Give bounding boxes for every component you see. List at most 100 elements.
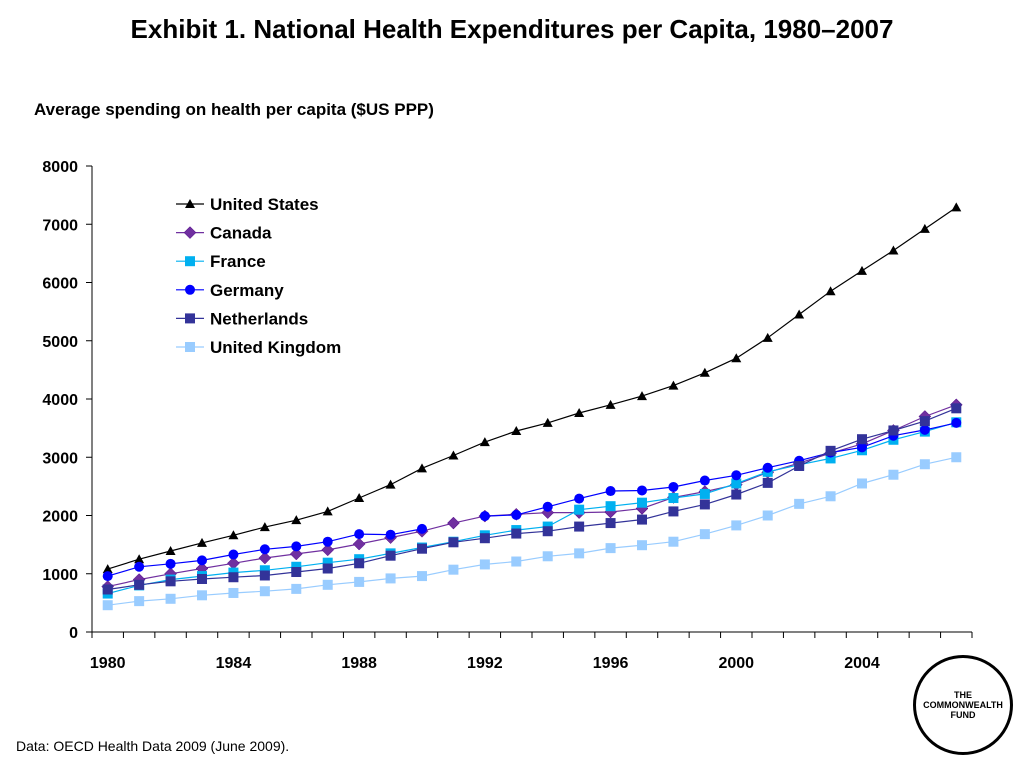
legend: United States Canada France Germany Netherla… [176, 195, 341, 357]
data-point-united-states [511, 426, 522, 436]
legend-marker [185, 256, 195, 267]
legend-item-germany: Germany [176, 281, 284, 300]
series-united-kingdom [102, 452, 962, 611]
y-axis-title: Average spending on health per capita ($… [34, 100, 434, 119]
legend-label: Netherlands [210, 309, 308, 328]
legend-marker [185, 313, 195, 324]
data-point-united-kingdom [731, 520, 742, 531]
data-point-france [322, 557, 333, 568]
y-tick-label: 5000 [42, 334, 78, 351]
data-point-netherlands [134, 579, 145, 590]
data-point-germany [322, 536, 333, 547]
data-point-united-kingdom [888, 469, 899, 480]
data-point-united-kingdom [228, 587, 239, 598]
data-point-netherlands [322, 563, 333, 574]
legend-item-netherlands: Netherlands [176, 309, 308, 328]
data-point-united-kingdom [385, 573, 396, 584]
data-point-france [637, 497, 647, 508]
series-france [102, 417, 962, 599]
data-point-united-kingdom [448, 564, 459, 575]
data-point-germany [354, 529, 365, 540]
data-point-france [699, 488, 710, 499]
data-point-netherlands [794, 460, 805, 471]
x-tick-label: 1992 [467, 655, 503, 672]
data-point-united-kingdom [511, 556, 522, 567]
data-point-united-kingdom [699, 529, 710, 540]
data-point-canada [447, 516, 460, 530]
data-point-united-kingdom [762, 510, 773, 521]
series-line-france [107, 421, 957, 595]
data-point-germany [417, 523, 427, 534]
data-point-united-kingdom [259, 586, 270, 597]
data-point-netherlands [291, 567, 302, 578]
data-point-united-states [857, 265, 867, 275]
data-point-germany [919, 424, 930, 435]
data-point-united-states [731, 353, 742, 363]
logo-line-2: COMMONWEALTH [923, 700, 1003, 710]
data-point-germany [165, 558, 176, 569]
data-point-netherlands [542, 526, 553, 537]
data-point-france [291, 561, 302, 572]
logo-line-1: THE [953, 690, 972, 700]
data-point-united-states [605, 399, 616, 409]
data-point-netherlands [448, 537, 459, 548]
data-point-united-states [134, 554, 145, 564]
data-point-netherlands [857, 434, 867, 445]
source-note: Data: OECD Health Data 2009 (June 2009). [16, 738, 290, 754]
data-point-united-states [354, 493, 365, 503]
data-point-united-states [291, 515, 302, 525]
data-point-netherlands [762, 477, 773, 488]
data-point-united-states [762, 332, 773, 342]
data-point-germany [668, 481, 679, 492]
data-point-united-kingdom [542, 551, 553, 562]
legend-item-united-kingdom: United Kingdom [176, 338, 341, 357]
data-point-united-states [102, 564, 113, 574]
data-point-france [731, 478, 742, 489]
data-point-united-kingdom [197, 590, 207, 601]
data-point-united-kingdom [919, 459, 930, 470]
data-point-canada [258, 551, 272, 565]
legend-label: Germany [210, 281, 284, 300]
x-tick-label: 1980 [90, 655, 126, 672]
data-point-netherlands [354, 558, 365, 569]
data-point-france [259, 565, 270, 576]
data-point-united-kingdom [574, 548, 585, 559]
data-point-germany [857, 442, 867, 453]
data-point-united-kingdom [291, 583, 302, 594]
data-point-united-states [542, 417, 553, 427]
data-point-united-kingdom [322, 579, 333, 590]
data-point-germany [542, 501, 553, 512]
data-point-united-kingdom [794, 498, 805, 509]
data-point-united-states [448, 450, 459, 460]
y-tick-label: 2000 [42, 509, 78, 526]
data-point-united-states [417, 463, 427, 473]
legend-item-united-states: United States [176, 195, 319, 214]
data-point-netherlands [919, 416, 930, 427]
legend-marker [183, 226, 197, 239]
data-point-netherlands [637, 514, 647, 525]
data-point-france [825, 453, 836, 464]
y-tick-label: 3000 [42, 450, 78, 467]
data-point-netherlands [511, 528, 522, 539]
data-point-netherlands [228, 572, 239, 583]
data-point-united-states [699, 367, 710, 377]
data-point-germany [102, 571, 113, 582]
y-tick-label: 8000 [42, 159, 78, 176]
series-line-united-states [107, 206, 957, 570]
legend-marker [185, 199, 195, 208]
data-point-netherlands [668, 506, 679, 517]
data-point-germany [259, 544, 270, 555]
legend-marker [185, 342, 195, 352]
data-point-canada [289, 547, 303, 561]
data-point-united-states [574, 407, 585, 417]
axes: 0 1000 2000 3000 4000 5000 6000 7000 8000 1980 198… [42, 159, 973, 672]
data-point-netherlands [699, 499, 710, 510]
data-point-germany [479, 511, 490, 522]
data-point-netherlands [165, 576, 176, 587]
data-point-united-states [637, 391, 647, 401]
y-tick-label: 1000 [42, 567, 78, 584]
data-point-germany [637, 485, 647, 496]
data-point-united-kingdom [951, 452, 962, 463]
x-tick-label: 2004 [844, 655, 880, 672]
